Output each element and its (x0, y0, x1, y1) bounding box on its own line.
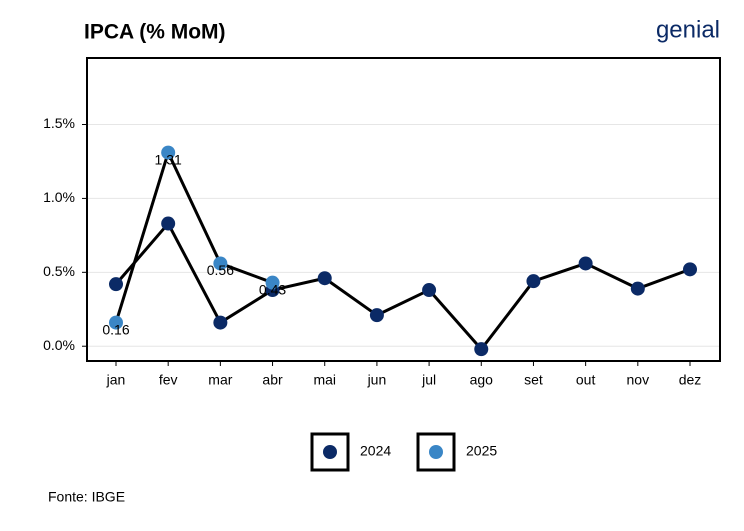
legend-key (416, 432, 456, 472)
data-point (630, 281, 645, 296)
x-tick-label: set (524, 372, 543, 388)
y-tick-label: 1.5% (43, 115, 75, 131)
x-tick-label: mai (313, 372, 336, 388)
x-tick-label: jun (367, 372, 387, 388)
data-point (578, 256, 593, 271)
data-point (265, 275, 280, 290)
legend-label: 2025 (466, 443, 497, 459)
x-tick-label: ago (470, 372, 494, 388)
data-label: 0.43 (259, 281, 286, 297)
y-tick-label: 0.5% (43, 263, 75, 279)
data-point (526, 274, 541, 289)
data-label: 0.16 (102, 321, 129, 337)
data-point (369, 308, 384, 323)
plot-border (86, 57, 721, 362)
x-tick-label: mar (208, 372, 232, 388)
series-line (114, 151, 274, 324)
data-label: 1.31 (155, 151, 182, 167)
data-point (109, 315, 123, 330)
legend-label: 2024 (360, 443, 391, 459)
data-point (213, 256, 228, 271)
source-note: Fonte: IBGE (48, 489, 125, 505)
data-point (474, 342, 489, 357)
x-tick-label: jan (106, 372, 126, 388)
x-tick-label: abr (262, 372, 283, 388)
x-tick-label: jul (421, 372, 436, 388)
series-line (114, 222, 691, 351)
chart-title: IPCA (% MoM) (84, 21, 226, 44)
legend-marker (323, 445, 337, 459)
data-point (109, 277, 123, 292)
brand-logo: genial (656, 16, 720, 43)
data-point (213, 315, 228, 330)
x-tick-label: dez (679, 372, 702, 388)
x-tick-label: fev (159, 372, 178, 388)
data-label: 0.56 (207, 262, 234, 278)
data-point (317, 271, 332, 286)
legend-marker (429, 445, 443, 459)
y-tick-label: 0.0% (43, 337, 75, 353)
data-point (161, 216, 176, 231)
data-point (422, 283, 437, 298)
x-tick-label: nov (627, 372, 650, 388)
legend-key (310, 432, 350, 472)
x-tick-label: out (576, 372, 596, 388)
y-tick-label: 1.0% (43, 189, 75, 205)
data-point (683, 262, 697, 277)
data-point (161, 145, 176, 160)
